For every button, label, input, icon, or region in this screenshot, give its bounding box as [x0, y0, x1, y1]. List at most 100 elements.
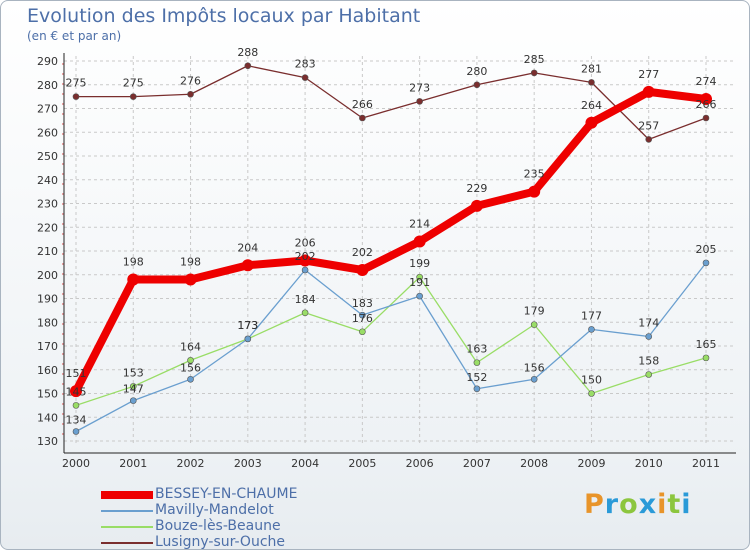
- data-label: 280: [466, 65, 487, 78]
- legend-label: Mavilly-Mandelot: [155, 502, 274, 518]
- data-label: 173: [237, 319, 258, 332]
- legend-swatch: [101, 542, 153, 544]
- data-point: [530, 375, 538, 383]
- series-line-Bouze-lès-Beaune: [75, 276, 707, 407]
- data-point: [72, 428, 80, 435]
- x-tick-label: 2000: [62, 457, 90, 470]
- x-tick-label: 2003: [234, 457, 262, 470]
- y-tick-label: 220: [37, 221, 58, 234]
- chart-subtitle: (en € et par an): [27, 29, 122, 43]
- data-point: [528, 185, 541, 198]
- data-point: [359, 311, 366, 319]
- data-point: [702, 259, 710, 267]
- data-point: [416, 292, 423, 300]
- data-point: [301, 309, 309, 317]
- chart-legend: BESSEY-EN-CHAUME Mavilly-Mandelot Bouze-lè…: [101, 486, 361, 549]
- y-tick-label: 170: [37, 340, 58, 353]
- data-label: 177: [581, 309, 602, 322]
- y-tick-label: 210: [37, 245, 58, 258]
- data-label: 273: [409, 81, 430, 94]
- data-label: 235: [524, 168, 545, 181]
- data-label: 206: [295, 237, 316, 250]
- data-label: 176: [352, 312, 373, 325]
- x-tick-label: 2007: [463, 457, 491, 470]
- y-tick-label: 230: [37, 198, 58, 211]
- y-tick-label: 190: [37, 293, 58, 306]
- data-label: 184: [295, 293, 316, 306]
- data-point: [187, 90, 194, 98]
- data-point: [645, 136, 653, 143]
- y-tick-label: 180: [37, 316, 58, 329]
- y-tick-label: 260: [37, 126, 58, 139]
- data-label: 199: [409, 257, 430, 270]
- y-tick-label: 280: [37, 79, 58, 92]
- legend-swatch: [101, 526, 153, 528]
- data-point: [359, 114, 366, 122]
- data-label: 183: [352, 297, 373, 310]
- data-label: 191: [409, 276, 430, 289]
- data-label: 275: [66, 77, 87, 90]
- data-point: [588, 390, 595, 397]
- data-point: [702, 354, 710, 362]
- data-point: [129, 93, 137, 100]
- data-point: [470, 199, 483, 212]
- y-tick-label: 290: [37, 55, 58, 68]
- y-tick-label: 140: [37, 411, 58, 424]
- data-label: 152: [466, 371, 487, 384]
- data-point: [588, 79, 595, 86]
- data-point: [702, 114, 710, 122]
- data-label: 134: [66, 414, 87, 427]
- x-tick-label: 2011: [692, 457, 720, 470]
- data-point: [645, 333, 653, 340]
- data-point: [473, 359, 481, 366]
- y-tick-label: 150: [37, 388, 58, 401]
- data-point: [642, 85, 655, 98]
- data-label: 229: [466, 182, 487, 195]
- logo-letter: i: [657, 489, 668, 520]
- data-label: 198: [180, 256, 201, 269]
- data-label: 147: [123, 383, 144, 396]
- y-tick-label: 240: [37, 174, 58, 187]
- data-point: [301, 74, 309, 81]
- data-label: 283: [295, 58, 316, 71]
- data-label: 145: [66, 385, 87, 398]
- data-label: 164: [180, 340, 201, 353]
- logo-letter: r: [604, 489, 620, 520]
- data-point: [700, 93, 712, 105]
- data-label: 163: [466, 343, 487, 356]
- data-point: [588, 326, 595, 333]
- data-point: [645, 371, 653, 378]
- legend-label: BESSEY-EN-CHAUME: [155, 486, 298, 502]
- series-line-Mavilly-Mandelot: [75, 262, 707, 433]
- logo-letter: i: [681, 489, 692, 520]
- data-label: 179: [524, 305, 545, 318]
- x-tick-label: 2002: [177, 457, 205, 470]
- data-point: [413, 235, 426, 248]
- x-tick-label: 2006: [406, 457, 434, 470]
- legend-item: Bouze-lès-Beaune: [101, 518, 361, 535]
- legend-swatch: [101, 510, 153, 512]
- data-point: [416, 273, 423, 281]
- data-point: [129, 397, 137, 404]
- logo-letter: P: [584, 489, 605, 520]
- data-label: 257: [638, 119, 659, 132]
- data-label: 275: [123, 77, 144, 90]
- legend-swatch: [101, 491, 153, 499]
- data-label: 158: [638, 355, 659, 368]
- data-point: [129, 383, 137, 390]
- logo-letter: x: [638, 489, 658, 520]
- y-tick-label: 130: [37, 435, 58, 448]
- data-point: [72, 93, 80, 100]
- data-point: [473, 81, 481, 89]
- y-tick-label: 200: [37, 269, 58, 282]
- data-point: [359, 328, 366, 336]
- data-label: 165: [696, 338, 717, 351]
- y-tick-label: 160: [37, 364, 58, 377]
- x-tick-label: 2010: [635, 457, 663, 470]
- data-label: 156: [524, 361, 545, 374]
- data-label: 150: [581, 374, 602, 387]
- data-label: 214: [409, 218, 430, 231]
- x-tick-label: 2009: [577, 457, 605, 470]
